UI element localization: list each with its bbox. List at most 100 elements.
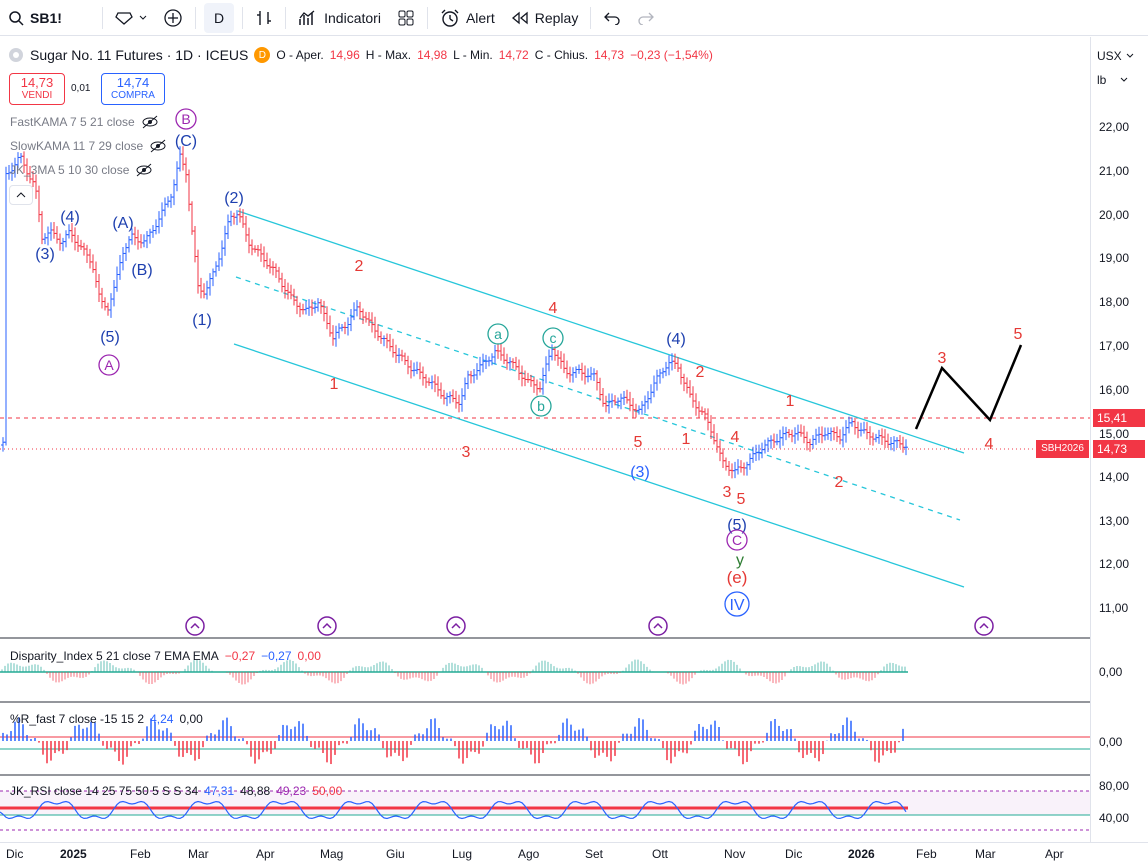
rfast-pane-legend[interactable]: %R_fast 7 close -15 15 2 4,24 0,00	[10, 712, 203, 726]
ohlc-bar	[442, 389, 446, 405]
ohlc-bar	[787, 428, 791, 438]
ohlc-bar	[157, 211, 161, 234]
wave-label-red: 1	[786, 393, 795, 410]
ohlc-bar	[343, 321, 347, 335]
price-axis[interactable]: USX lb 22,00 21,00 20,00 19,00 18,00 17,00 16,…	[1090, 37, 1148, 842]
ohlc-bar	[322, 300, 326, 322]
price-tick: 16,00	[1099, 383, 1130, 397]
ohlc-bar	[166, 196, 170, 208]
alert-button[interactable]: Alert	[432, 0, 503, 36]
wave-label-red: 1	[330, 376, 339, 393]
replay-button[interactable]: Replay	[503, 0, 587, 36]
indicators-button[interactable]: Indicatori	[290, 0, 389, 36]
ohlc-bar	[265, 252, 269, 269]
ohlc-bar	[226, 214, 230, 239]
rsi-pane-legend[interactable]: JK_RSI close 14 25 75 50 5 S S 34 47,31 …	[10, 784, 342, 798]
wave-label-blue: (A)	[112, 215, 133, 232]
ohlc-bar	[100, 287, 104, 309]
eye-off-icon[interactable]	[149, 139, 167, 153]
eye-off-icon[interactable]	[141, 115, 159, 129]
wave-label-red: 2	[835, 474, 844, 491]
chevron-down-icon	[139, 15, 147, 21]
indicator-slowkama[interactable]: SlowKAMA 11 7 29 close	[10, 139, 167, 153]
ohlc-bar	[511, 358, 515, 369]
ohlc-bar	[316, 298, 320, 312]
indicator-jk3ma[interactable]: JK_3MA 5 10 30 close	[10, 163, 153, 177]
sell-button[interactable]: 14,73 VENDI	[9, 73, 65, 105]
time-axis[interactable]: Dic 2025 Feb Mar Apr Mag Giu Lug Ago Set Ott Nov Dic…	[0, 842, 1148, 866]
ohlc-bar	[196, 249, 200, 294]
interval-button[interactable]: D	[204, 2, 235, 33]
price-tick: 22,00	[1099, 120, 1130, 134]
chart-title[interactable]: Sugar No. 11 Futures · 1D · ICEUS	[30, 47, 249, 63]
ohlc-bar	[64, 230, 68, 248]
chart-type-button[interactable]	[247, 0, 281, 36]
ohlc-bar	[79, 239, 83, 251]
currency-selector[interactable]: USX	[1097, 49, 1134, 63]
wave-label-blue: (1)	[192, 312, 212, 329]
symbol-search[interactable]: SB1!	[0, 0, 98, 36]
ohlc-bar	[499, 343, 503, 361]
symbol-type-button[interactable]	[107, 0, 155, 36]
rfast-v2: 0,00	[179, 712, 203, 726]
price-tick: 21,00	[1099, 164, 1130, 178]
unit-label: lb	[1097, 73, 1107, 87]
change-value: −0,23 (−1,54%)	[630, 48, 713, 62]
disparity-v2: −0,27	[261, 649, 292, 663]
ohlc-bar	[820, 426, 824, 444]
ohlc-bar	[493, 344, 497, 365]
ohlc-bar	[514, 356, 518, 371]
price-tick: 17,00	[1099, 339, 1130, 353]
templates-button[interactable]	[389, 0, 423, 36]
price-tick: 12,00	[1099, 557, 1130, 571]
ohlc-bar	[418, 362, 422, 380]
redo-icon	[637, 11, 655, 25]
ohlc-bar	[682, 373, 686, 392]
event-marker	[185, 616, 205, 636]
ohlc-bar	[199, 277, 203, 299]
ohlc-bar	[361, 308, 365, 325]
buy-button[interactable]: 14,74 COMPRA	[101, 73, 165, 105]
ohlc-bar	[799, 424, 803, 437]
ohlc-bar	[811, 434, 815, 449]
ohlc-bar	[355, 300, 359, 317]
ohlc-bar	[535, 379, 539, 396]
collapse-legend-button[interactable]	[9, 185, 33, 205]
ohlc-bar	[853, 417, 857, 435]
replay-label: Replay	[534, 9, 579, 26]
ohlc-bar	[139, 234, 143, 249]
ohlc-bar	[331, 325, 335, 346]
channel-middle	[235, 276, 961, 521]
ohlc-bar	[439, 382, 443, 399]
ohlc-bar	[220, 240, 224, 267]
ohlc-bar	[160, 202, 164, 228]
ohlc-bar	[202, 283, 206, 299]
ohlc-bar	[379, 331, 383, 344]
unit-selector[interactable]: lb	[1097, 73, 1128, 87]
chart-canvas[interactable]: (3) (4) (5) (A) (B) (C) (1) (2) (3) (4) (5) A B Ca b c 1…	[0, 37, 1090, 842]
redo-button[interactable]	[629, 0, 663, 36]
time-tick: 2025	[60, 847, 87, 861]
ohlc-bar	[595, 370, 599, 391]
alarm-clock-icon	[440, 8, 460, 28]
disparity-v1: −0,27	[224, 649, 256, 663]
ohlc-bar	[541, 367, 545, 395]
compare-button[interactable]	[155, 0, 191, 36]
ohlc-bar	[580, 362, 584, 381]
eye-off-icon[interactable]	[135, 163, 153, 177]
undo-button[interactable]	[595, 0, 629, 36]
wave-label-red: 2	[355, 258, 364, 275]
ohlc-bar	[118, 254, 122, 280]
sell-label: VENDI	[21, 90, 53, 101]
ohlc-bar	[802, 425, 806, 444]
ohlc-bar	[88, 248, 92, 269]
indicator-fastkama[interactable]: FastKAMA 7 5 21 close	[10, 115, 159, 129]
disparity-pane-legend[interactable]: Disparity_Index 5 21 close 7 EMA EMA −0,…	[10, 649, 321, 663]
ohlc-bar	[646, 391, 650, 410]
plus-circle-icon	[163, 8, 183, 28]
session-badge: D	[254, 47, 271, 63]
ohlc-bar	[847, 416, 851, 434]
ohlc-bar	[877, 429, 881, 444]
ohlc-bar	[640, 400, 644, 415]
